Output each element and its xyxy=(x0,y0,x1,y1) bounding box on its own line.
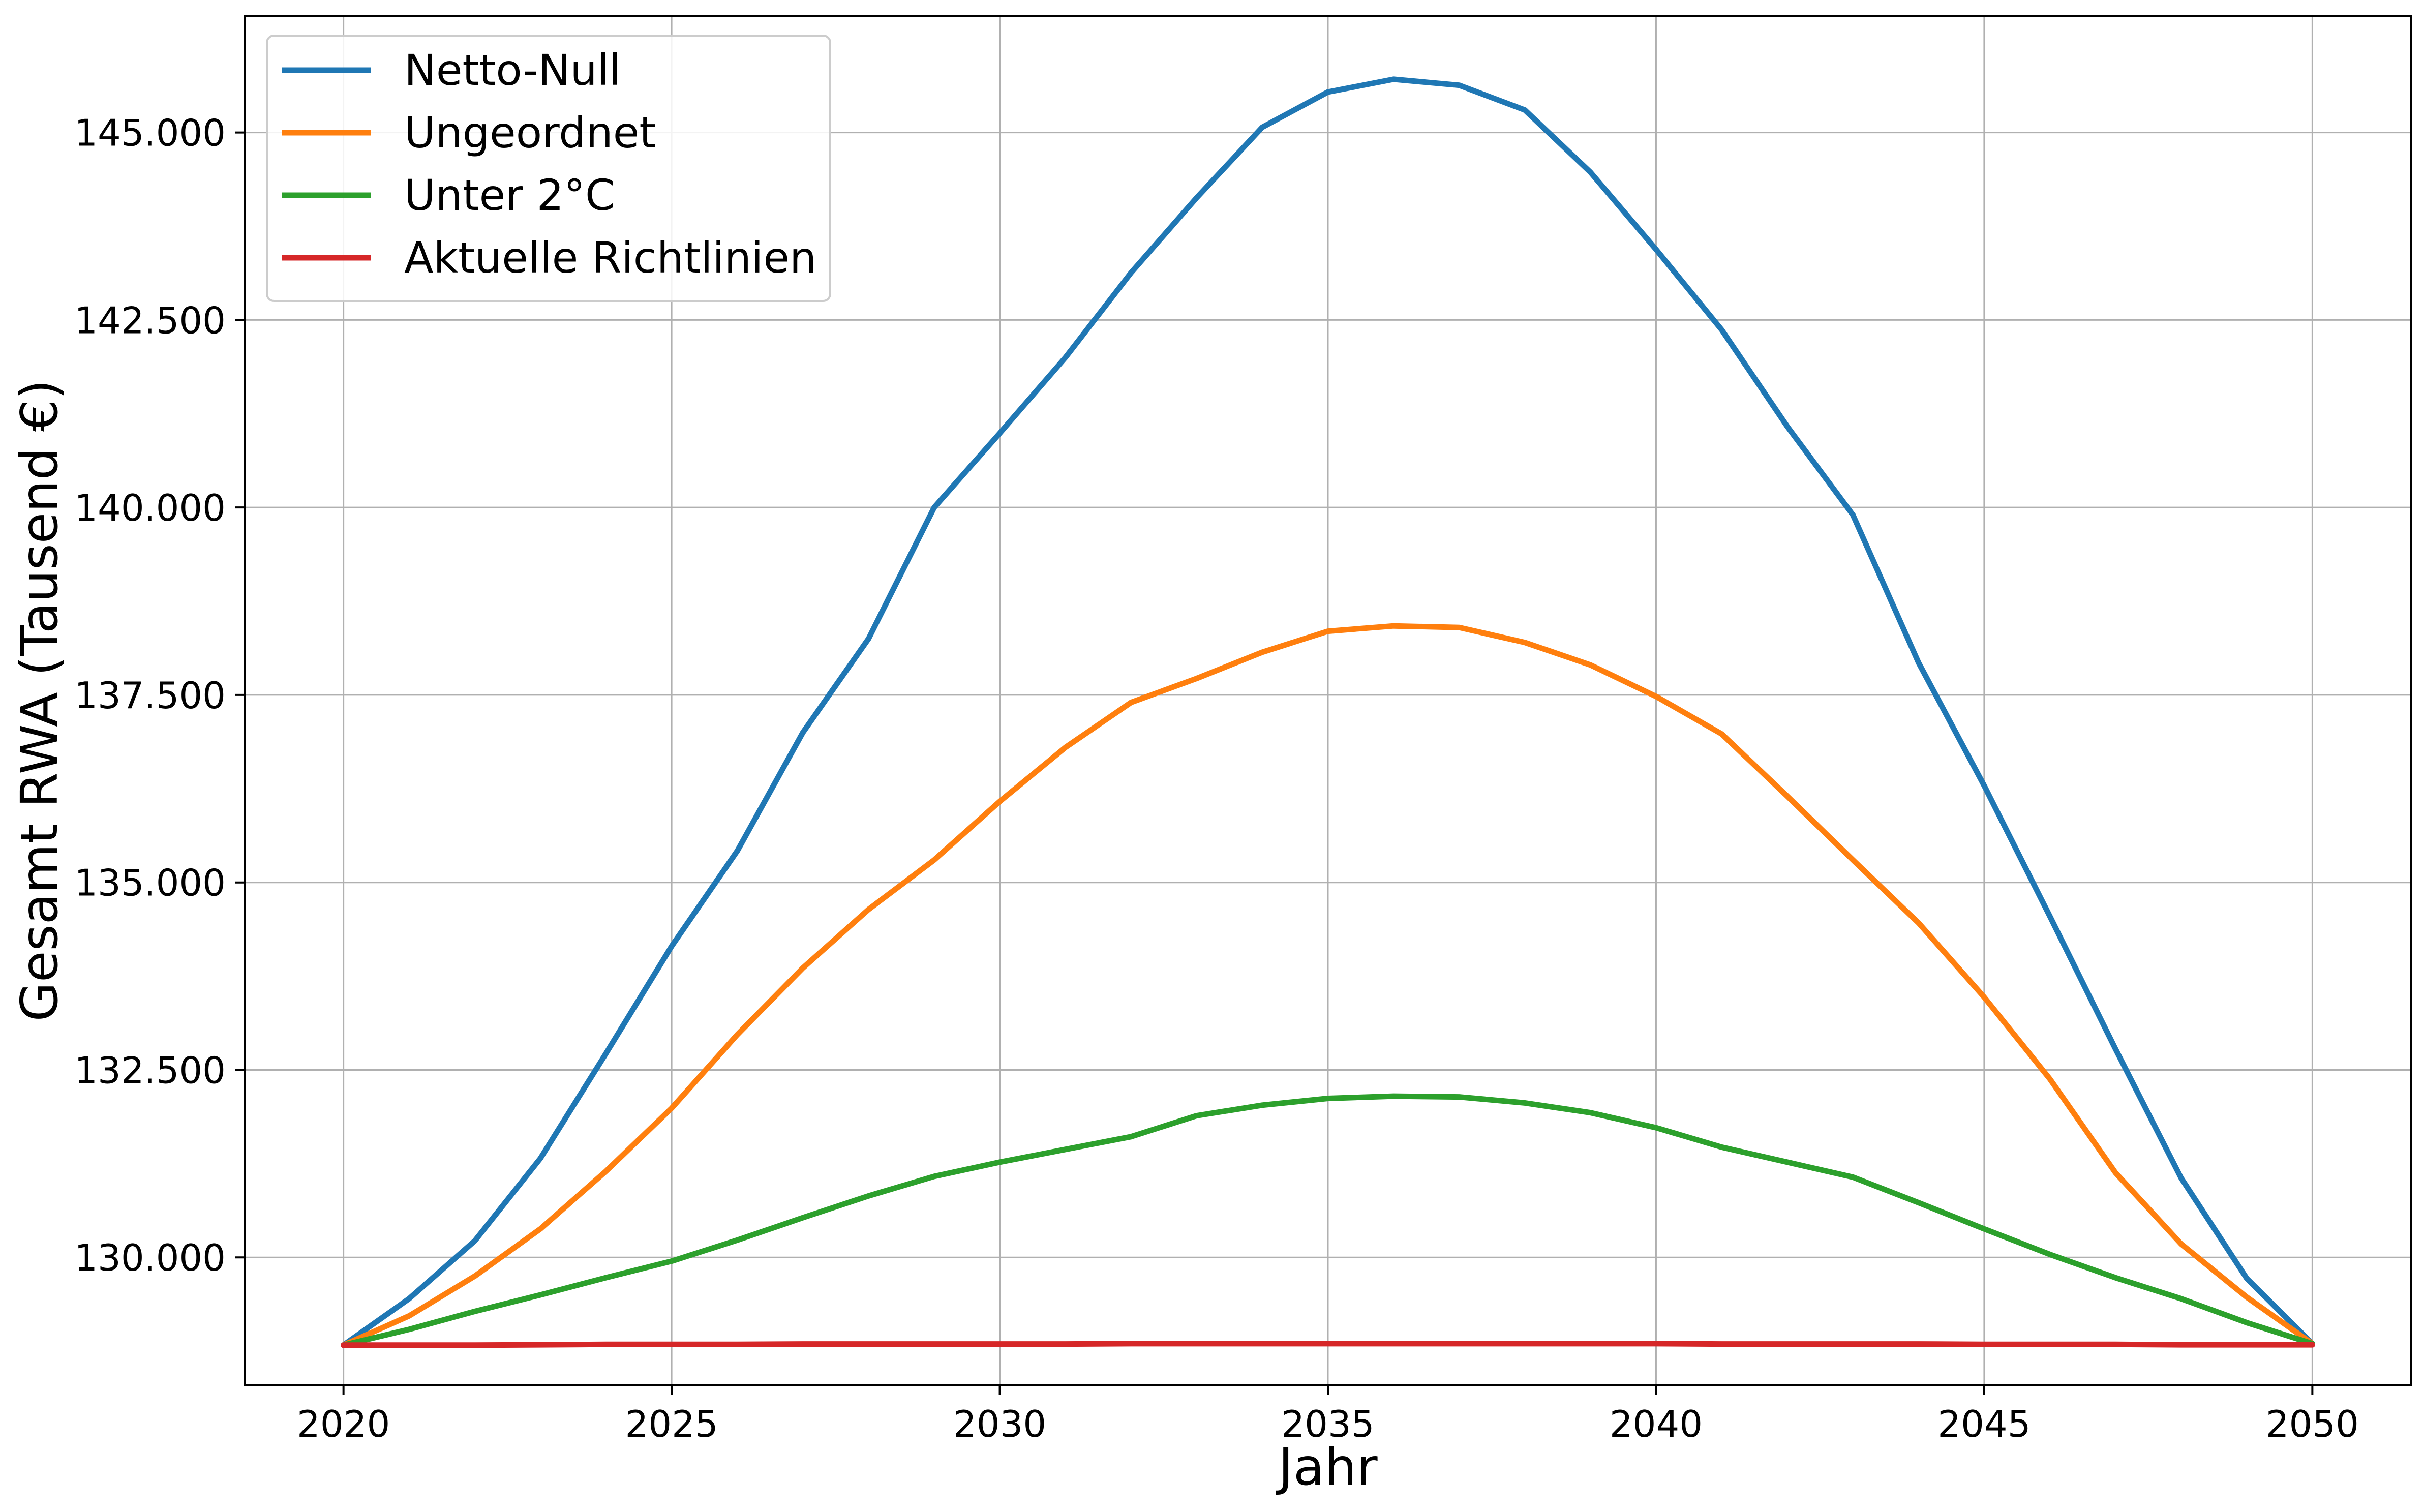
x-tick-label: 2050 xyxy=(2266,1403,2359,1445)
legend: Netto-Null Ungeordnet Unter 2°C Aktuelle Ri… xyxy=(266,35,831,302)
x-tick-label: 2020 xyxy=(297,1403,390,1445)
axis-ticks: 2020 2025 2030 2035 2040 2045 2050 130.000 132.5… xyxy=(74,112,2359,1445)
series-line-ungeordnet xyxy=(341,623,2315,1348)
legend-entry-label: Netto-Null xyxy=(404,45,621,95)
y-tick-label: 145.000 xyxy=(74,112,226,155)
y-tick-label: 137.500 xyxy=(74,674,226,717)
grid xyxy=(245,16,2411,1385)
series-line-netto-null xyxy=(341,76,2315,1348)
series-line-aktuelle-richtlinien xyxy=(341,1341,2315,1348)
plot-series xyxy=(341,76,2315,1348)
legend-box xyxy=(266,35,831,302)
legend-entry-label: Unter 2°C xyxy=(404,170,615,220)
x-tick-label: 2040 xyxy=(1610,1403,1703,1445)
x-tick-label: 2035 xyxy=(1281,1403,1374,1445)
series-line-unter-2-c xyxy=(341,1093,2315,1348)
y-axis-label: Gesamt RWA (Tausend €) xyxy=(10,380,69,1022)
y-tick-label: 140.000 xyxy=(74,487,226,529)
y-tick-label: 142.500 xyxy=(74,299,226,342)
x-tick-label: 2025 xyxy=(625,1403,718,1445)
x-axis-label: Jahr xyxy=(1275,1437,1378,1497)
x-tick-label: 2030 xyxy=(953,1403,1046,1445)
y-tick-label: 130.000 xyxy=(74,1236,226,1279)
y-tick-label: 132.500 xyxy=(74,1049,226,1092)
x-tick-label: 2045 xyxy=(1937,1403,2031,1445)
y-tick-label: 135.000 xyxy=(74,862,226,904)
legend-entry-label: Aktuelle Richtlinien xyxy=(404,233,816,283)
legend-entry-label: Ungeordnet xyxy=(404,108,656,158)
